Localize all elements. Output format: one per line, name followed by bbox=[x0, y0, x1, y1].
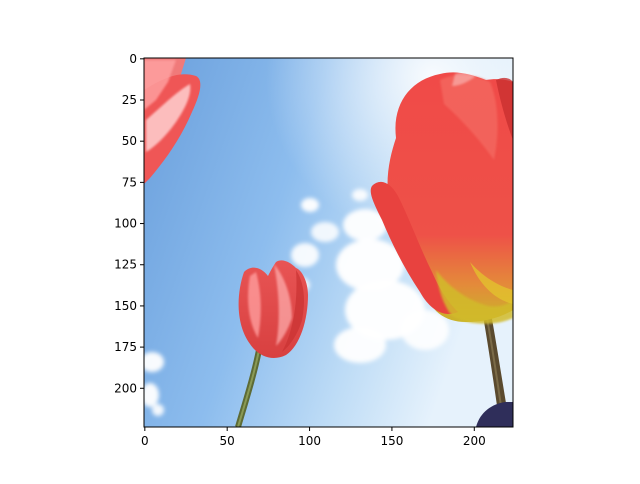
y-tick-label: 175 bbox=[114, 340, 137, 354]
tulip-photo bbox=[144, 58, 513, 427]
axes-border bbox=[143, 57, 514, 428]
y-tick-label: 50 bbox=[122, 134, 137, 148]
y-axis: 0 25 50 75 100 125 150 175 200 bbox=[114, 52, 144, 395]
y-tick-label: 0 bbox=[129, 52, 137, 66]
y-tick-label: 200 bbox=[114, 381, 137, 395]
x-axis: 0 50 100 150 200 bbox=[141, 427, 486, 448]
y-tick-label: 100 bbox=[114, 217, 137, 231]
x-tick-label: 100 bbox=[298, 434, 321, 448]
x-tick-label: 150 bbox=[380, 434, 403, 448]
y-tick-label: 125 bbox=[114, 258, 137, 272]
x-tick-label: 200 bbox=[463, 434, 486, 448]
y-tick-label: 150 bbox=[114, 299, 137, 313]
y-tick-label: 75 bbox=[122, 175, 137, 189]
tulip-top-left bbox=[144, 58, 201, 184]
y-tick-label: 25 bbox=[122, 93, 137, 107]
tulip-large-right bbox=[370, 71, 513, 427]
x-tick-label: 0 bbox=[141, 434, 149, 448]
axes-frame bbox=[143, 57, 514, 428]
tulip-small-center bbox=[235, 260, 308, 427]
x-tick-label: 50 bbox=[220, 434, 235, 448]
clouds bbox=[144, 189, 449, 416]
